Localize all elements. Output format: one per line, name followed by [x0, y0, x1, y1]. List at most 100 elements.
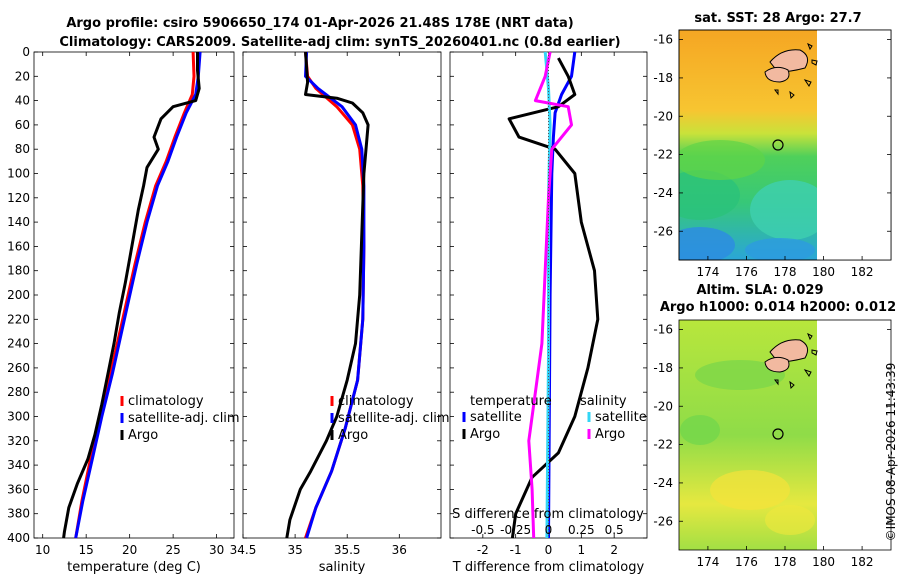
sst_map-lat-tick-label: -26 [653, 224, 673, 238]
sla_map-lon-tick-label: 182 [851, 555, 874, 569]
depth-tick-label: 320 [7, 434, 30, 448]
salinity-legend-label: climatology [338, 394, 414, 409]
salinity-legend-label: satellite-adj. clim [338, 411, 450, 426]
depth-tick-label: 340 [7, 458, 30, 472]
difference-xtick-label: 0 [545, 543, 553, 557]
temperature-xtick-label: 10 [35, 543, 50, 557]
difference-xtick-label: 2 [610, 543, 618, 557]
depth-tick-label: 180 [7, 264, 30, 278]
sla_map-lon-tick-label: 174 [696, 555, 719, 569]
sst-map-title: sat. SST: 28 Argo: 27.7 [694, 11, 861, 26]
salinity-profile-panel: 34.5 35 35.5 36 salinity climatology satellite… [230, 51, 450, 575]
temperature-profile-panel: 10 15 20 25 30020406080100120140160180200220… [7, 45, 240, 575]
depth-tick-label: 220 [7, 312, 30, 326]
sst_map-lat-tick-label: -20 [653, 109, 673, 123]
sst_map-lon-tick-label: 180 [812, 265, 835, 279]
sla-profile-location-marker [772, 428, 784, 440]
temperature-axes-box [33, 51, 235, 539]
temperature-legend-label: Argo [128, 428, 158, 443]
temperature-xtick-label: 30 [209, 543, 224, 557]
depth-tick-label: 20 [15, 69, 30, 83]
depth-tick-label: 160 [7, 239, 30, 253]
salinity-xtick-label: 34.5 [230, 543, 257, 557]
depth-tick-label: 40 [15, 94, 30, 108]
difference-series-salinity-argo [527, 51, 573, 539]
difference-profile-panel: -2 -1 0 1 2 T difference from climatology temp… [449, 51, 648, 575]
difference-top-tick-label: 0 [545, 523, 553, 537]
sla-map-patches [680, 360, 815, 535]
temperature-series-argo [62, 52, 201, 539]
sst_map-lat-tick-label: -16 [653, 33, 673, 47]
temperature-xtick-label: 25 [165, 543, 180, 557]
depth-tick-label: 260 [7, 361, 30, 375]
sla_map-lat-tick-label: -22 [653, 438, 673, 452]
difference-temperature-legend-label: satellite [470, 410, 522, 425]
salinity-series-argo [285, 51, 370, 539]
figure-title-line2: Climatology: CARS2009. Satellite-adj cli… [59, 35, 620, 50]
salinity-xtick-label: 35 [287, 543, 302, 557]
salinity-xtick-label: 35.5 [334, 543, 361, 557]
sst_map-lon-tick-label: 174 [696, 265, 719, 279]
sla_map-lat-tick-label: -26 [653, 514, 673, 528]
difference-legend-header-salinity: salinity [580, 394, 627, 409]
sst_map-lat-tick-label: -22 [653, 148, 673, 162]
depth-tick-label: 140 [7, 215, 30, 229]
temperature-xtick-label: 20 [122, 543, 137, 557]
salinity-legend-label: Argo [338, 428, 368, 443]
sst-map-patches [679, 140, 817, 260]
sst_map-lon-tick-label: 178 [774, 265, 797, 279]
difference-top-tick-label: -0.5 [471, 523, 494, 537]
fiji-islands-sst [764, 42, 818, 100]
fiji-islands-sla [764, 332, 818, 390]
sla-map-title-line1: Altim. SLA: 0.029 [697, 283, 824, 298]
sla-map-panel: Altim. SLA: 0.029 Argo h1000: 0.014 h200… [653, 283, 896, 569]
sla_map-lon-tick-label: 178 [774, 555, 797, 569]
difference-legend-header-temperature: temperature [470, 394, 552, 409]
depth-tick-label: 280 [7, 385, 30, 399]
salinity-axes-box [242, 51, 442, 539]
temperature-series-climatology [74, 51, 196, 539]
difference-top-tick-label: 0.25 [568, 523, 595, 537]
difference-xtick-label: -1 [510, 543, 522, 557]
difference-xlabel: T difference from climatology [452, 560, 645, 575]
sla_map-lon-tick-label: 176 [735, 555, 758, 569]
depth-tick-label: 80 [15, 142, 30, 156]
depth-tick-label: 0 [22, 45, 30, 59]
depth-tick-label: 200 [7, 288, 30, 302]
difference-salinity-legend-label: Argo [595, 427, 625, 442]
difference-xlabel-top: S difference from climatology [452, 507, 644, 522]
depth-tick-label: 240 [7, 337, 30, 351]
difference-series-salinity-satellite [543, 51, 552, 539]
figure-title-line1: Argo profile: csiro 5906650_174 01-Apr-2… [66, 16, 573, 31]
sst_map-lat-tick-label: -24 [653, 186, 673, 200]
sst_map-lat-tick-label: -18 [653, 71, 673, 85]
temperature-xtick-label: 15 [79, 543, 94, 557]
depth-tick-label: 300 [7, 410, 30, 424]
sst_map-lon-tick-label: 182 [851, 265, 874, 279]
depth-tick-label: 60 [15, 118, 30, 132]
difference-temperature-legend-label: Argo [470, 427, 500, 442]
depth-tick-label: 120 [7, 191, 30, 205]
imos-watermark: ©IMOS 08-Apr-2026 11:43:39 [884, 363, 898, 542]
sla-map-title-line2: Argo h1000: 0.014 h2000: 0.012 [660, 300, 896, 315]
depth-tick-label: 380 [7, 507, 30, 521]
difference-top-tick-label: -0.25 [500, 523, 531, 537]
difference-salinity-legend-label: satellite [595, 410, 647, 425]
sst-profile-location-marker [772, 139, 784, 151]
depth-tick-label: 100 [7, 167, 30, 181]
sla_map-lat-tick-label: -20 [653, 399, 673, 413]
depth-tick-label: 360 [7, 482, 30, 496]
depth-tick-label: 400 [7, 531, 30, 545]
difference-xtick-label: -2 [477, 543, 489, 557]
salinity-xtick-label: 36 [392, 543, 407, 557]
sla_map-lat-tick-label: -16 [653, 323, 673, 337]
temperature-legend-label: satellite-adj. clim [128, 411, 240, 426]
sst-map-panel: sat. SST: 28 Argo: 27.7 174 176 178 180 182 -… [653, 11, 892, 279]
difference-xtick-label: 1 [578, 543, 586, 557]
difference-top-tick-label: 0.5 [605, 523, 624, 537]
sla_map-lat-tick-label: -24 [653, 476, 673, 490]
temperature-xlabel: temperature (deg C) [67, 560, 201, 575]
difference-series-temperature-argo [507, 57, 600, 539]
sst_map-lon-tick-label: 176 [735, 265, 758, 279]
